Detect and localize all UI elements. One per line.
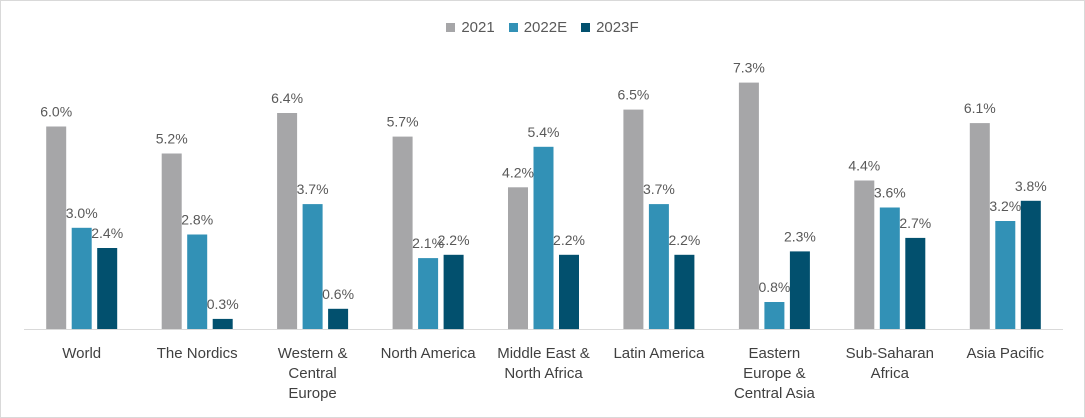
bar-2023f-8 bbox=[1020, 200, 1041, 330]
bar-2023f-3 bbox=[443, 254, 464, 330]
category-label-2-line-2: Europe bbox=[288, 385, 336, 402]
data-label-2022e-2: 3.7% bbox=[297, 181, 329, 197]
bar-2023f-5 bbox=[674, 254, 695, 330]
category-label-6-line-2: Central Asia bbox=[734, 385, 816, 402]
category-label-3-line-0: North America bbox=[381, 345, 477, 362]
bar-2023f-0 bbox=[97, 248, 118, 329]
bar-2022e-7 bbox=[879, 207, 900, 329]
data-label-2022e-3: 2.1% bbox=[412, 235, 444, 251]
data-label-2023f-5: 2.2% bbox=[668, 232, 700, 248]
category-label-2-line-1: Central bbox=[288, 365, 336, 382]
bar-2021-1 bbox=[161, 153, 182, 329]
data-label-2023f-8: 3.8% bbox=[1015, 178, 1047, 194]
bar-2022e-6 bbox=[764, 302, 785, 329]
category-label-6-line-0: Eastern bbox=[749, 345, 801, 362]
bar-2022e-5 bbox=[648, 204, 669, 329]
legend-item-2023f: 2023F bbox=[581, 19, 639, 36]
data-label-2022e-5: 3.7% bbox=[643, 181, 675, 197]
legend-label-2021: 2021 bbox=[461, 19, 495, 36]
data-label-2021-8: 6.1% bbox=[964, 100, 996, 116]
bar-2022e-4 bbox=[533, 146, 554, 330]
category-label-0-line-0: World bbox=[62, 345, 101, 362]
legend-label-2023f: 2023F bbox=[596, 19, 639, 36]
data-label-2022e-1: 2.8% bbox=[181, 212, 213, 228]
bar-2021-3 bbox=[392, 136, 413, 329]
data-label-2021-2: 6.4% bbox=[271, 90, 303, 106]
bar-2021-8 bbox=[969, 123, 990, 329]
data-label-2023f-6: 2.3% bbox=[784, 228, 816, 244]
legend-swatch-2021 bbox=[446, 23, 456, 32]
legend-item-2022e: 2022E bbox=[508, 19, 568, 36]
data-label-2021-3: 5.7% bbox=[387, 114, 419, 130]
chart-legend: 2021 2022E 2023F bbox=[0, 19, 1085, 36]
data-label-2023f-4: 2.2% bbox=[553, 232, 585, 248]
data-label-2021-6: 7.3% bbox=[733, 60, 765, 76]
data-label-2022e-8: 3.2% bbox=[989, 198, 1021, 214]
legend-swatch-2022e bbox=[508, 23, 518, 32]
category-label-7-line-0: Sub-Saharan bbox=[846, 345, 934, 362]
bar-2022e-1 bbox=[187, 234, 208, 329]
category-label-7-line-1: Africa bbox=[871, 365, 910, 382]
bar-2023f-1 bbox=[212, 318, 233, 329]
bar-2021-4 bbox=[508, 187, 528, 330]
category-label-4-line-0: Middle East & bbox=[497, 345, 590, 362]
bar-2022e-0 bbox=[71, 227, 92, 330]
legend-label-2022e: 2022E bbox=[523, 19, 568, 36]
data-label-2022e-7: 3.6% bbox=[874, 185, 906, 201]
legend-swatch-2023f bbox=[581, 23, 591, 32]
data-label-2021-7: 4.4% bbox=[848, 158, 880, 174]
bar-2021-5 bbox=[623, 109, 644, 329]
bar-2023f-7 bbox=[905, 237, 926, 329]
bar-2022e-3 bbox=[418, 258, 439, 329]
data-label-2023f-7: 2.7% bbox=[899, 215, 931, 231]
legend-item-2021: 2021 bbox=[446, 19, 495, 36]
data-label-2021-1: 5.2% bbox=[156, 131, 188, 147]
bar-2023f-2 bbox=[328, 308, 349, 330]
category-label-1-line-0: The Nordics bbox=[157, 345, 238, 362]
bar-2021-0 bbox=[46, 126, 67, 329]
bar-2022e-8 bbox=[995, 221, 1016, 329]
category-label-4-line-1: North Africa bbox=[504, 365, 583, 382]
data-label-2023f-1: 0.3% bbox=[207, 296, 239, 312]
data-label-2023f-3: 2.2% bbox=[438, 232, 470, 248]
data-label-2022e-6: 0.8% bbox=[758, 279, 790, 295]
bar-2021-6 bbox=[738, 82, 759, 329]
data-label-2021-0: 6.0% bbox=[40, 104, 72, 120]
data-label-2021-4: 4.2% bbox=[502, 164, 534, 180]
bar-2021-2 bbox=[277, 113, 298, 329]
bar-2023f-6 bbox=[789, 251, 810, 329]
data-label-2022e-4: 5.4% bbox=[528, 124, 560, 140]
bar-2022e-2 bbox=[302, 204, 323, 329]
data-label-2023f-2: 0.6% bbox=[322, 286, 354, 302]
category-label-2-line-0: Western & bbox=[278, 345, 348, 362]
bar-2021-7 bbox=[854, 180, 875, 329]
category-label-6-line-1: Europe & bbox=[743, 365, 806, 382]
category-label-8-line-0: Asia Pacific bbox=[967, 345, 1045, 362]
data-label-2021-5: 6.5% bbox=[617, 87, 649, 103]
data-label-2023f-0: 2.4% bbox=[91, 225, 123, 241]
category-label-5-line-0: Latin America bbox=[613, 345, 705, 362]
data-label-2022e-0: 3.0% bbox=[66, 205, 98, 221]
bar-2023f-4 bbox=[559, 254, 579, 330]
